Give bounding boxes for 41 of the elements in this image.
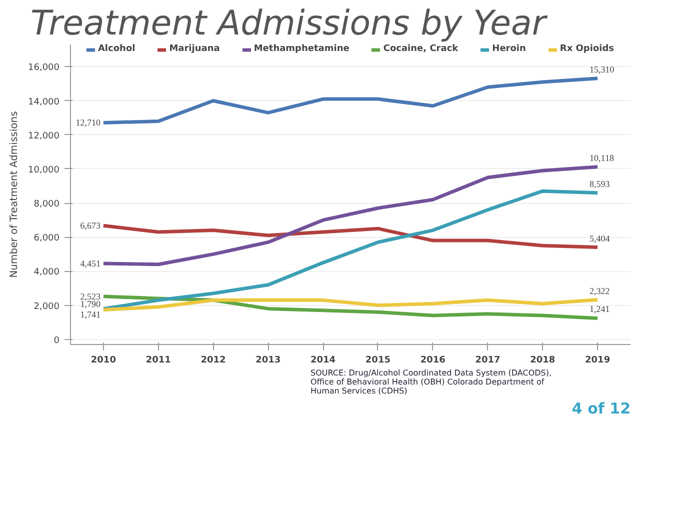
data-label: 8,593 (590, 178, 610, 189)
y-tick-label: 10,000 (28, 165, 60, 176)
legend-label: Cocaine, Crack (383, 44, 458, 54)
x-tick-label: 2015 (365, 356, 390, 366)
legend-label: Heroin (492, 44, 526, 54)
x-tick-label: 2014 (310, 356, 336, 366)
y-tick-label: 0 (54, 336, 60, 346)
x-tick-label: 2011 (146, 356, 171, 366)
legend-label: Alcohol (98, 44, 136, 54)
chart-title: Treatment Admissions by Year (30, 4, 548, 44)
data-label: 2,322 (590, 286, 610, 296)
legend-label: Marijuana (169, 44, 220, 54)
data-label: 6,673 (80, 220, 101, 231)
data-label: 15,310 (590, 64, 615, 74)
x-tick-label: 2010 (90, 356, 116, 366)
x-tick-label: 2012 (200, 356, 226, 366)
y-tick-label: 6,000 (34, 234, 60, 244)
line-series (102, 76, 600, 124)
text: 4 of 12 (572, 400, 631, 418)
legend-label: Rx Opioids (560, 44, 614, 54)
data-label: 1,241 (590, 304, 610, 314)
legend-label: Methamphetamine (254, 44, 350, 54)
y-tick-label: 16,000 (28, 63, 60, 74)
data-label: 5,404 (590, 233, 610, 244)
x-tick-label: 2016 (420, 356, 446, 366)
x-tick-label: 2017 (475, 356, 500, 366)
x-tick-label: 2018 (530, 356, 556, 366)
data-label: 12,710 (76, 118, 101, 128)
data-label: 4,451 (80, 258, 100, 269)
x-tick-label: 2013 (256, 356, 281, 366)
data-label: 2,523 (80, 291, 101, 302)
y-tick-label: 4,000 (34, 268, 60, 278)
data-label: 1,741 (80, 310, 100, 320)
source-note: SOURCE: Drug/Alcohol Coordinated Data System (DACODS), Office of Behavioral Health (OBH) Colorado Department of Human Services (CDHS) (310, 368, 552, 396)
data-label: 10,118 (590, 152, 614, 163)
y-axis-title: Number of Treatment Admissions (9, 111, 20, 278)
y-tick-label: 8,000 (34, 200, 60, 210)
y-tick-label: 14,000 (28, 97, 60, 108)
x-tick-label: 2019 (585, 356, 610, 366)
y-tick-label: 2,000 (34, 302, 60, 312)
y-tick-label: 12,000 (28, 131, 60, 142)
